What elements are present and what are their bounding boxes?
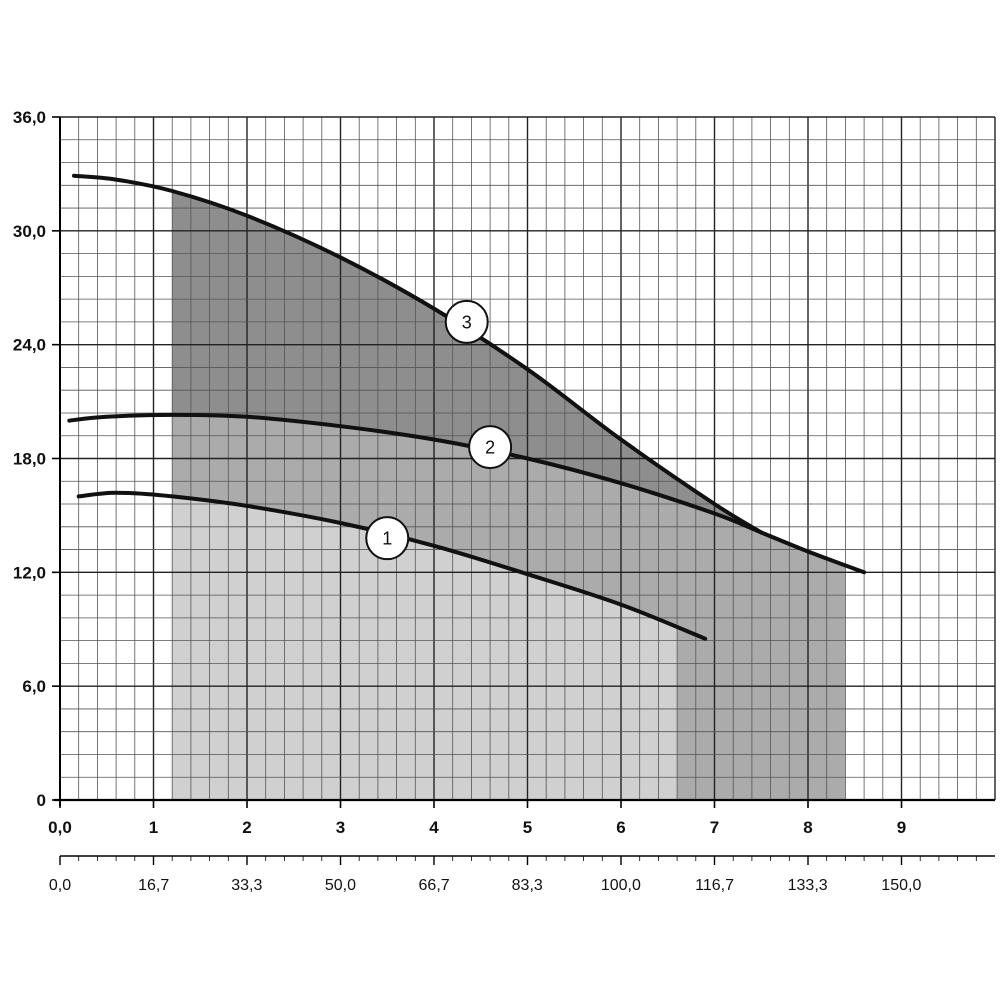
x-tick-label: 5 xyxy=(523,818,532,837)
curve-3 xyxy=(72,173,764,535)
y-tick-label: 12,0 xyxy=(13,563,46,582)
x2-tick-label: 100,0 xyxy=(601,877,641,894)
x2-tick-label: 83,3 xyxy=(512,877,543,894)
curve-1 xyxy=(76,490,708,641)
curve-labels: 1 2 3 xyxy=(365,299,513,561)
y-tick-label: 0 xyxy=(37,791,46,810)
x-tick-label: 8 xyxy=(803,818,812,837)
x2-tick-label: 133,3 xyxy=(788,877,828,894)
grid xyxy=(59,116,996,801)
x-tick-label: 6 xyxy=(616,818,625,837)
x2-tick-label: 66,7 xyxy=(419,877,450,894)
x2-tick-label: 150,0 xyxy=(881,877,921,894)
curve-label-1: 1 xyxy=(382,529,392,549)
y-tick-label: 18,0 xyxy=(13,450,46,469)
tick-labels: 0,0 1 2 3 4 5 6 7 8 9 0,0 16,7 33,3 50,0 66,7 83,3 100,0… xyxy=(13,108,922,894)
curve-label-circle xyxy=(444,299,489,344)
x-tick-label: 1 xyxy=(149,818,158,837)
x2-tick-label: 33,3 xyxy=(231,877,262,894)
x-tick-label: 7 xyxy=(710,818,719,837)
x2-tick-label: 116,7 xyxy=(695,877,734,894)
curve-label-2: 2 xyxy=(485,438,495,458)
x-tick-label: 0,0 xyxy=(48,818,72,837)
x-tick-label: 3 xyxy=(336,818,345,837)
x2-tick-label: 50,0 xyxy=(325,877,356,894)
y-tick-label: 30,0 xyxy=(13,222,46,241)
y-tick-label: 36,0 xyxy=(13,108,46,127)
y-tick-label: 24,0 xyxy=(13,336,46,355)
x2-tick-label: 0,0 xyxy=(49,877,71,894)
x-tick-label: 9 xyxy=(897,818,906,837)
curve-label-circle xyxy=(365,516,410,561)
x2-tick-label: 16,7 xyxy=(138,877,169,894)
x-tick-label: 2 xyxy=(242,818,251,837)
axes xyxy=(52,116,995,865)
y-tick-label: 6,0 xyxy=(22,677,46,696)
curve-label-circle xyxy=(468,425,513,470)
curve-label-3: 3 xyxy=(462,312,472,332)
x-tick-label: 4 xyxy=(429,818,439,837)
